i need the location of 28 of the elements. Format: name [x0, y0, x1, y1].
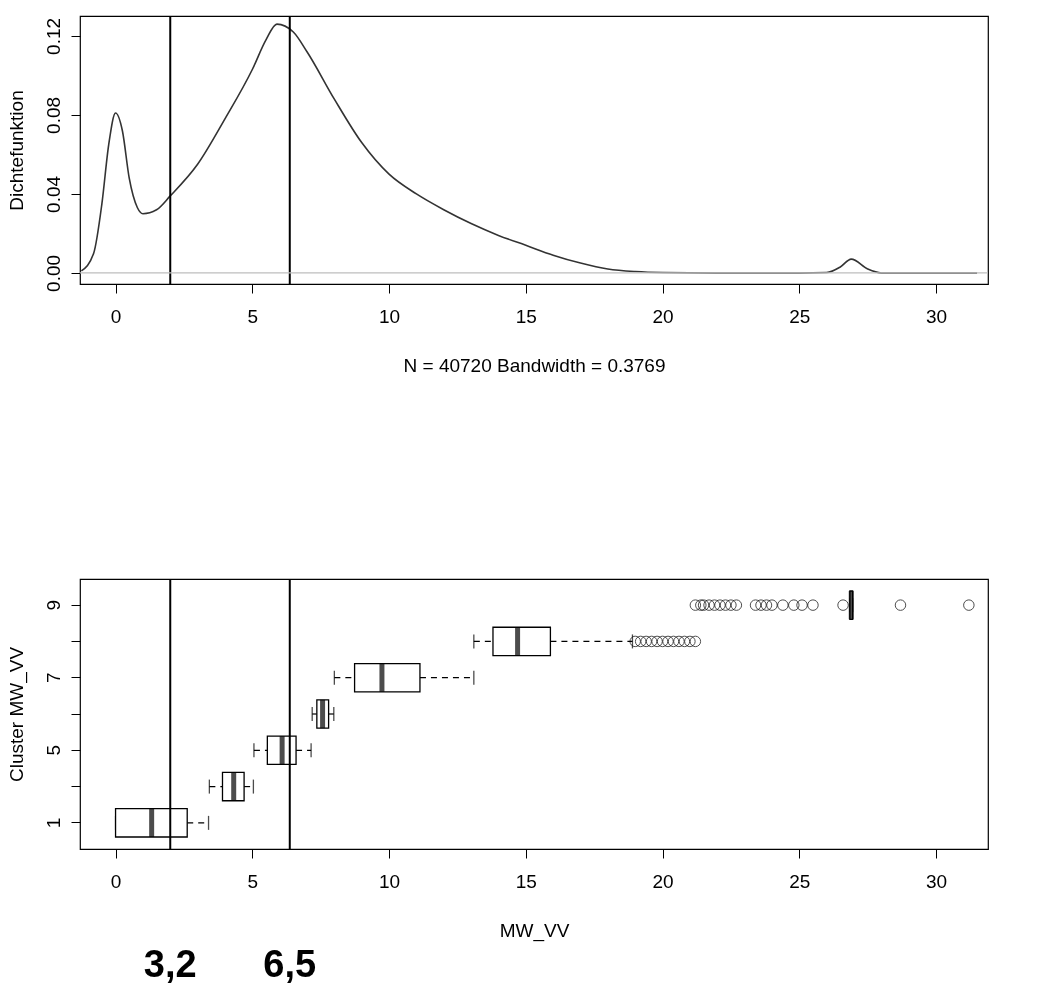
- x-tick-label: 10: [378, 870, 401, 892]
- y-tick-label: 7: [42, 672, 64, 683]
- x-tick-label: 20: [652, 305, 674, 327]
- y-tick-label: 9: [42, 599, 64, 611]
- x-tick-label: 30: [925, 870, 948, 892]
- y-tick-label: 1: [42, 817, 64, 829]
- y-tick-label: 0.08: [42, 96, 64, 134]
- text: 6,5: [263, 943, 317, 985]
- y-axis-title: Cluster MW_VV: [5, 646, 28, 783]
- x-tick-label: 15: [515, 305, 537, 327]
- x-tick-label: 5: [247, 305, 259, 327]
- y-tick-label: 5: [42, 745, 64, 756]
- x-tick-label: 25: [789, 870, 811, 892]
- text: 3,2: [143, 943, 197, 985]
- x-tick-label: 0: [110, 870, 122, 892]
- y-axis-title: Dichtefunktion: [5, 90, 27, 211]
- x-tick-label: 30: [925, 305, 948, 327]
- x-tick-label: 15: [515, 870, 537, 892]
- x-axis-title: MW_VV: [499, 919, 570, 942]
- x-tick-label: 20: [652, 870, 674, 892]
- x-tick-label: 25: [789, 305, 811, 327]
- y-tick-label: 0.12: [42, 17, 64, 55]
- x-tick-label: 10: [378, 305, 401, 327]
- x-tick-label: 5: [247, 870, 259, 892]
- y-tick-label: 0.00: [42, 254, 64, 292]
- y-tick-label: 0.04: [42, 175, 64, 213]
- x-axis-title: N = 40720 Bandwidth = 0.3769: [403, 354, 666, 376]
- x-tick-label: 0: [110, 305, 122, 327]
